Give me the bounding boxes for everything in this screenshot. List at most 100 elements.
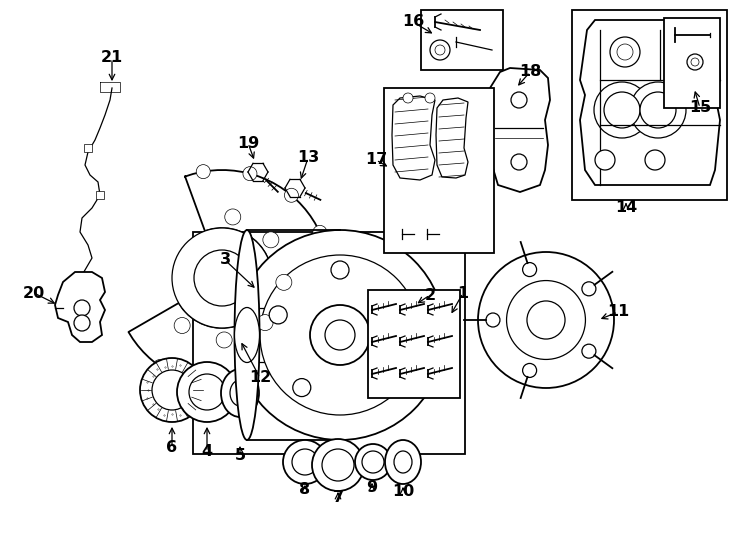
Circle shape xyxy=(217,332,232,348)
Circle shape xyxy=(196,165,210,179)
Circle shape xyxy=(257,315,273,330)
Circle shape xyxy=(284,188,299,202)
Circle shape xyxy=(235,230,445,440)
Text: 8: 8 xyxy=(299,483,310,497)
Circle shape xyxy=(325,320,355,350)
Circle shape xyxy=(506,281,586,360)
Circle shape xyxy=(673,37,703,67)
Circle shape xyxy=(687,54,703,70)
Text: 5: 5 xyxy=(234,448,246,462)
Bar xyxy=(84,144,92,152)
Circle shape xyxy=(263,232,279,248)
Circle shape xyxy=(260,255,420,415)
Circle shape xyxy=(269,306,287,324)
Ellipse shape xyxy=(230,380,250,406)
Text: 17: 17 xyxy=(365,152,387,167)
Circle shape xyxy=(594,82,650,138)
Circle shape xyxy=(323,271,337,285)
Circle shape xyxy=(194,250,250,306)
Circle shape xyxy=(582,282,596,296)
Bar xyxy=(368,290,460,398)
Circle shape xyxy=(486,313,500,327)
Text: 11: 11 xyxy=(607,305,629,320)
Text: 13: 13 xyxy=(297,151,319,165)
Circle shape xyxy=(595,150,615,170)
Circle shape xyxy=(140,358,204,422)
Circle shape xyxy=(369,379,388,396)
Circle shape xyxy=(74,315,90,331)
Bar xyxy=(421,10,503,70)
Text: 15: 15 xyxy=(689,100,711,116)
Polygon shape xyxy=(392,96,435,180)
Circle shape xyxy=(313,225,327,239)
Ellipse shape xyxy=(385,440,421,484)
Text: 4: 4 xyxy=(201,444,213,460)
Ellipse shape xyxy=(221,369,259,417)
Circle shape xyxy=(511,92,527,108)
Text: 14: 14 xyxy=(615,199,637,214)
Circle shape xyxy=(523,363,537,377)
Text: 12: 12 xyxy=(249,370,271,386)
Circle shape xyxy=(189,374,225,410)
Circle shape xyxy=(435,45,445,55)
Text: 19: 19 xyxy=(237,136,259,151)
Circle shape xyxy=(292,449,318,475)
Text: 10: 10 xyxy=(392,484,414,500)
Text: 3: 3 xyxy=(219,253,230,267)
Ellipse shape xyxy=(394,451,412,473)
Circle shape xyxy=(331,261,349,279)
Text: 9: 9 xyxy=(366,480,377,495)
Circle shape xyxy=(243,375,257,389)
Circle shape xyxy=(610,37,640,67)
Circle shape xyxy=(640,92,676,128)
Circle shape xyxy=(177,362,237,422)
Circle shape xyxy=(284,354,299,368)
Circle shape xyxy=(403,93,413,103)
Circle shape xyxy=(630,82,686,138)
Circle shape xyxy=(196,377,210,392)
Circle shape xyxy=(322,449,354,481)
Circle shape xyxy=(430,40,450,60)
Text: 6: 6 xyxy=(167,441,178,456)
Circle shape xyxy=(313,316,327,330)
Circle shape xyxy=(310,305,370,365)
Circle shape xyxy=(523,262,537,276)
Text: 1: 1 xyxy=(457,286,468,300)
Circle shape xyxy=(276,274,292,291)
Circle shape xyxy=(691,58,699,66)
Circle shape xyxy=(527,301,565,339)
Bar xyxy=(572,10,727,200)
Circle shape xyxy=(355,444,391,480)
Polygon shape xyxy=(436,98,468,178)
Circle shape xyxy=(152,370,192,410)
Ellipse shape xyxy=(234,230,260,440)
Circle shape xyxy=(511,154,527,170)
Bar xyxy=(384,88,494,253)
Circle shape xyxy=(425,93,435,103)
Circle shape xyxy=(680,44,696,60)
Text: 16: 16 xyxy=(402,15,424,30)
Polygon shape xyxy=(55,272,105,342)
Circle shape xyxy=(283,440,327,484)
Circle shape xyxy=(174,318,190,334)
Circle shape xyxy=(393,306,411,324)
Circle shape xyxy=(153,360,167,374)
Circle shape xyxy=(582,344,596,358)
Circle shape xyxy=(604,92,640,128)
Circle shape xyxy=(172,228,272,328)
Text: 7: 7 xyxy=(333,489,344,504)
Circle shape xyxy=(645,150,665,170)
Ellipse shape xyxy=(234,307,260,362)
Circle shape xyxy=(225,209,241,225)
Circle shape xyxy=(293,379,310,396)
Circle shape xyxy=(362,451,384,473)
Circle shape xyxy=(243,167,257,181)
Bar xyxy=(96,191,104,199)
Bar xyxy=(664,18,720,108)
Circle shape xyxy=(312,439,364,491)
Text: 21: 21 xyxy=(101,51,123,65)
Circle shape xyxy=(478,252,614,388)
Circle shape xyxy=(74,300,90,316)
Bar xyxy=(193,232,465,454)
Circle shape xyxy=(617,44,633,60)
